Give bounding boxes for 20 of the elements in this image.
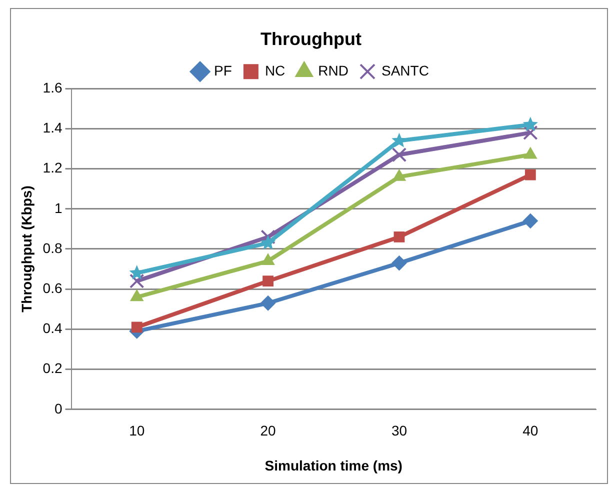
x-tick-label: 40 (522, 422, 538, 439)
y-tick-label: 1.6 (42, 79, 62, 96)
legend-label: RND (318, 62, 349, 78)
legend-label: PF (214, 62, 232, 78)
x-axis-title: Simulation time (ms) (264, 457, 402, 474)
legend-label: NC (264, 62, 286, 78)
y-tick-label: 0.8 (42, 240, 62, 256)
y-tick-label: 1 (54, 200, 62, 216)
y-tick-label: 0.6 (42, 280, 62, 296)
x-tick-label: 30 (391, 422, 408, 439)
x-tick-label: 20 (260, 422, 276, 439)
legend-label: SANTC (381, 62, 429, 78)
y-axis-title: Throughput (Kbps) (18, 186, 34, 312)
y-tick-label: 1.2 (42, 160, 62, 176)
chart-title: Throughput (260, 28, 362, 49)
y-tick-label: 1.4 (42, 120, 62, 136)
y-tick-label: 0.2 (42, 360, 62, 376)
x-tick-label: 10 (129, 422, 145, 439)
y-tick-label: 0 (54, 400, 62, 416)
y-tick-label: 0.4 (42, 320, 62, 336)
